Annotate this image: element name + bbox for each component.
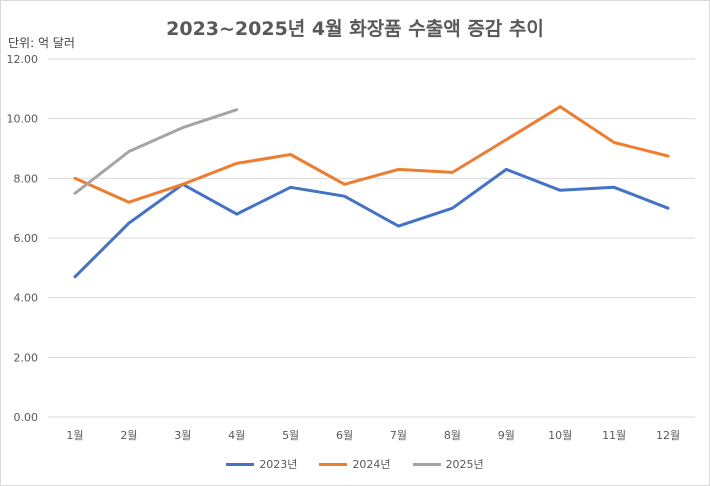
x-tick-label: 9월 bbox=[498, 429, 515, 442]
x-tick-label: 1월 bbox=[66, 429, 83, 442]
x-tick-label: 4월 bbox=[228, 429, 245, 442]
y-tick-label: 4.00 bbox=[14, 292, 39, 305]
series-line-1 bbox=[73, 105, 670, 204]
legend-label: 2025년 bbox=[445, 458, 484, 471]
gridlines bbox=[48, 58, 695, 418]
series-lines bbox=[73, 105, 670, 279]
y-tick-label: 0.00 bbox=[14, 411, 39, 424]
x-tick-label: 7월 bbox=[390, 429, 407, 442]
y-tick-label: 2.00 bbox=[14, 351, 39, 364]
x-axis-ticks: 1월 2월 3월 4월 5월 6월 7월 8월 9월 10월 11월 12월 bbox=[66, 429, 680, 442]
legend-swatch bbox=[226, 462, 255, 466]
legend: 2023년 2024년 2025년 bbox=[0, 456, 710, 472]
unit-label: 단위: 억 달러 bbox=[8, 36, 75, 50]
x-tick-label: 8월 bbox=[444, 429, 461, 442]
y-tick-label: 6.00 bbox=[14, 232, 39, 245]
series-line-0 bbox=[73, 167, 670, 279]
x-tick-label: 5월 bbox=[282, 429, 299, 442]
x-tick-label: 2월 bbox=[120, 429, 137, 442]
legend-item: 2023년 bbox=[226, 456, 297, 472]
y-tick-label: 8.00 bbox=[14, 172, 39, 185]
legend-item: 2025년 bbox=[412, 456, 484, 472]
y-tick-label: 12.00 bbox=[7, 53, 39, 66]
series-line-2 bbox=[73, 108, 239, 195]
x-tick-label: 10월 bbox=[548, 429, 572, 442]
x-tick-label: 3월 bbox=[174, 429, 191, 442]
legend-swatch bbox=[319, 462, 348, 466]
y-axis-ticks: 0.00 2.00 4.00 6.00 8.00 10.00 12.00 bbox=[7, 53, 39, 424]
chart-title: 2023~2025년 4월 화장품 수출액 증감 추이 bbox=[166, 18, 544, 40]
legend-label: 2024년 bbox=[352, 458, 391, 471]
x-tick-label: 12월 bbox=[656, 429, 680, 442]
x-tick-label: 11월 bbox=[602, 429, 626, 442]
x-tick-label: 6월 bbox=[336, 429, 353, 442]
legend-label: 2023년 bbox=[259, 458, 298, 471]
legend-swatch bbox=[412, 462, 441, 466]
y-tick-label: 10.00 bbox=[7, 113, 39, 126]
legend-item: 2024년 bbox=[319, 456, 391, 472]
